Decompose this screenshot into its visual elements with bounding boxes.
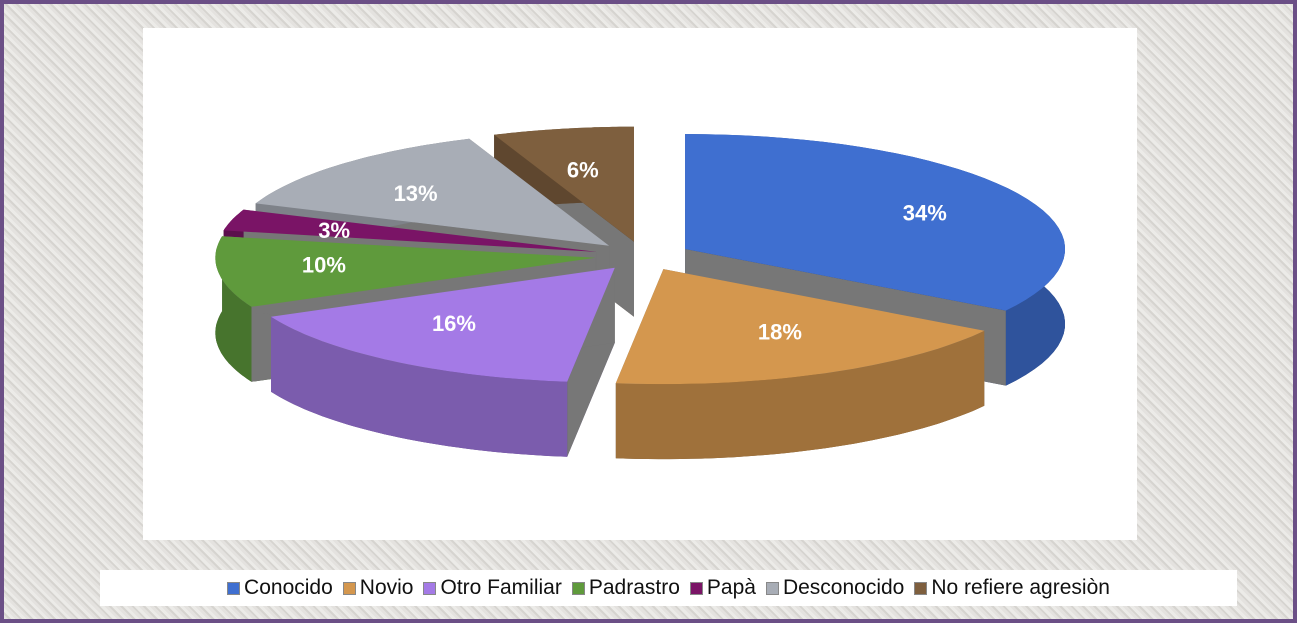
legend-item: Desconocido: [765, 576, 905, 600]
value-label: 16%: [432, 311, 476, 336]
legend-label: Otro Familiar: [440, 576, 562, 599]
slice: [615, 269, 985, 460]
legend-swatch: [423, 581, 437, 595]
slice-top: [215, 236, 596, 307]
slice-top: [255, 138, 610, 246]
legend-label: Desconocido: [782, 576, 905, 599]
legend-swatch: [765, 581, 779, 595]
value-label: 10%: [302, 253, 346, 278]
legend: Conocido Novio Otro Familiar Padrastro Papà D…: [100, 570, 1237, 606]
slice: [271, 267, 615, 457]
slice-top: [494, 126, 634, 242]
legend-swatch: [689, 581, 703, 595]
slice-wall: [215, 236, 252, 382]
slice-top: [223, 209, 597, 252]
slice-wall: [271, 316, 568, 457]
legend-item: No refiere agresiòn: [914, 576, 1110, 600]
legend-item: Conocido: [227, 576, 333, 600]
slice-top: [615, 269, 985, 385]
value-label: 18%: [758, 319, 802, 344]
slice-wall: [615, 330, 985, 460]
legend-swatch: [227, 581, 241, 595]
value-label: 34%: [903, 200, 947, 225]
legend-label: Conocido: [244, 576, 333, 599]
value-label: 6%: [567, 158, 599, 183]
legend-label: Novio: [359, 576, 414, 599]
legend-label: No refiere agresiòn: [931, 576, 1110, 599]
legend-swatch: [914, 581, 928, 595]
value-label: 3%: [318, 218, 350, 243]
value-label: 13%: [394, 181, 438, 206]
legend-label: Padrastro: [588, 576, 680, 599]
slice-top: [271, 267, 615, 382]
legend-item: Padrastro: [571, 576, 680, 600]
slice-top: [685, 134, 1065, 311]
legend-swatch: [342, 581, 356, 595]
legend-label: Papà: [706, 576, 756, 599]
legend-item: Papà: [689, 576, 756, 600]
legend-item: Otro Familiar: [423, 576, 562, 600]
legend-item: Novio: [342, 576, 414, 600]
chart: 34% 18% 16% 10% 3% 13% 6%: [143, 28, 1137, 540]
legend-swatch: [571, 581, 585, 595]
